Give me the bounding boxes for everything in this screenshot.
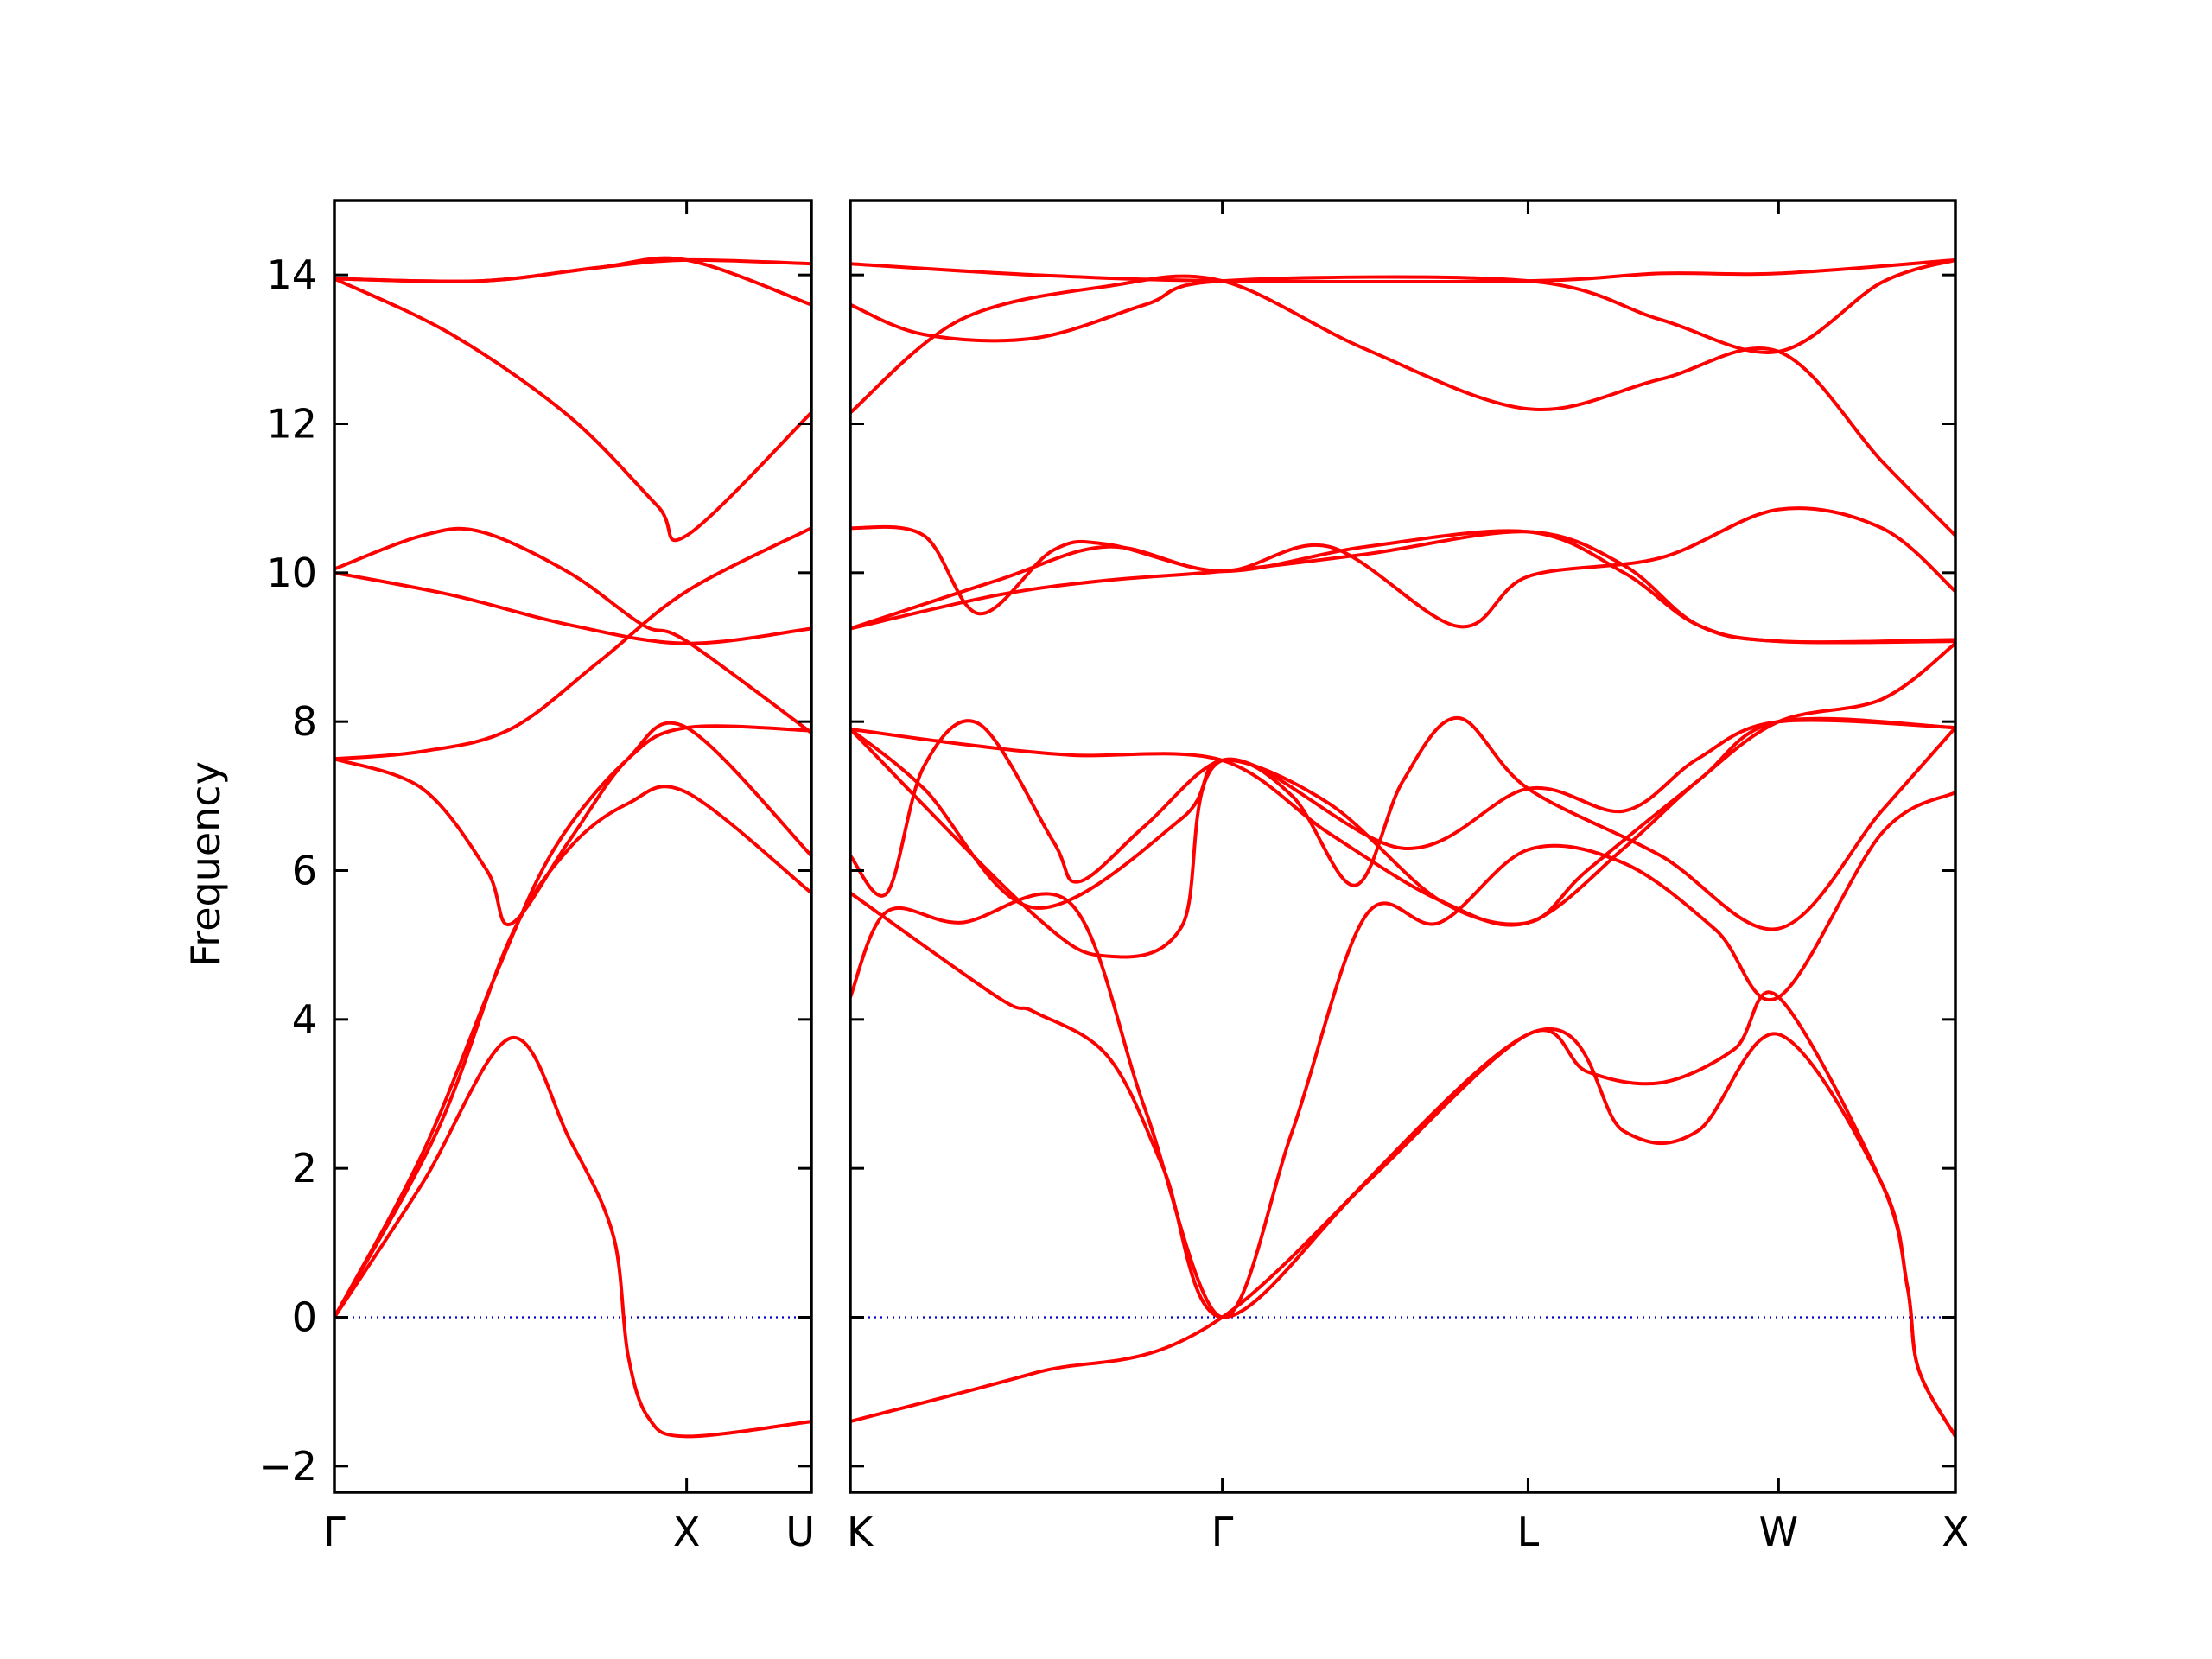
- left-panel-band-4: [334, 721, 811, 926]
- right-panel-band-10: [850, 506, 1955, 629]
- left-panel-band-6: [334, 526, 811, 735]
- y-tick-label: 2: [292, 1145, 317, 1192]
- left-panel-xtick-label: Γ: [323, 1509, 346, 1555]
- left-panel-band-7: [334, 570, 811, 645]
- left-panel-xtick-label: X: [673, 1509, 701, 1555]
- right-panel-band-11: [850, 274, 1955, 537]
- right-panel-band-6: [850, 716, 1955, 926]
- left-panel-band-5: [334, 526, 811, 761]
- right-panel-band-13: [850, 257, 1955, 284]
- right-panel-xtick-label: Γ: [1211, 1509, 1234, 1555]
- y-tick-label: 8: [292, 698, 317, 745]
- right-panel-xtick-label: X: [1942, 1509, 1969, 1555]
- y-axis-tick-labels: −2 0 2 4 6 8 10 12 14: [258, 251, 317, 1490]
- right-panel-band-2: [850, 891, 1955, 1439]
- left-panel-band-8: [334, 276, 811, 543]
- right-panel-frame: [849, 199, 1957, 1494]
- y-tick-label: 10: [266, 550, 317, 596]
- right-panel-band-7: [850, 718, 1955, 959]
- left-panel-plot-area: [334, 256, 811, 1439]
- right-panel-band-9: [850, 529, 1955, 645]
- right-panel-band-1: [850, 1027, 1955, 1439]
- right-panel-plot-area: [850, 257, 1955, 1439]
- right-panel-xtick-label: W: [1759, 1509, 1798, 1555]
- right-panel-band-3: [850, 791, 1955, 1319]
- y-tick-label: 6: [292, 848, 317, 894]
- y-tick-label: 4: [292, 996, 317, 1043]
- right-panel-xtick-label: L: [1517, 1509, 1540, 1555]
- y-tick-label: 14: [266, 251, 317, 298]
- right-panel-xtick-label: K: [847, 1509, 874, 1555]
- left-panel-xtick-label: U: [785, 1509, 815, 1555]
- y-axis-label: Frequency: [182, 761, 229, 967]
- y-tick-label: 0: [292, 1294, 317, 1341]
- left-panel-band-3: [334, 724, 811, 1319]
- right-panel-band-12: [850, 257, 1955, 354]
- right-panel-band-4: [850, 715, 1955, 931]
- left-panel-frame: [333, 199, 813, 1494]
- left-panel-band-1: [334, 1036, 811, 1439]
- left-panel-band-10: [334, 257, 811, 283]
- y-tick-label: 12: [266, 401, 317, 448]
- y-tick-label: −2: [258, 1443, 317, 1490]
- left-panel-band-2: [334, 785, 811, 1319]
